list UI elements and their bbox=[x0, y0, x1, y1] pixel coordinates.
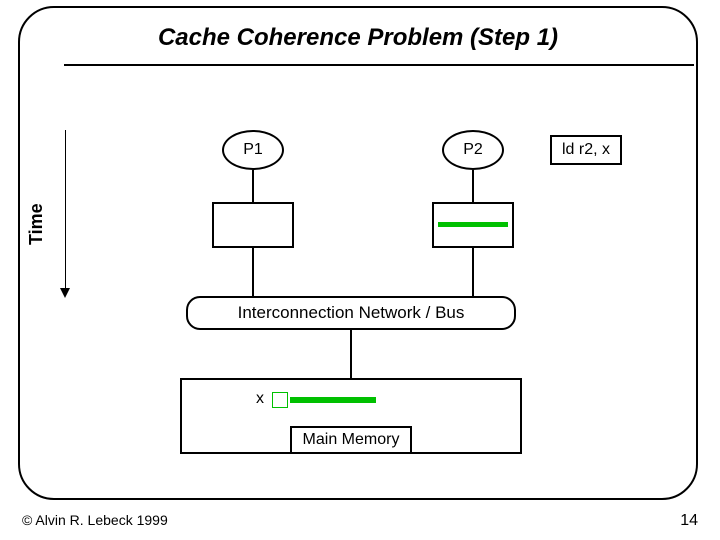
connector-p2-to-cache bbox=[472, 170, 474, 202]
connector-cache2-to-bus bbox=[472, 248, 474, 296]
instruction-box: ld r2, x bbox=[550, 135, 622, 165]
connector-p1-to-cache bbox=[252, 170, 254, 202]
processor-p2: P2 bbox=[442, 130, 504, 170]
connector-cache1-to-bus bbox=[252, 248, 254, 296]
interconnection-bus: Interconnection Network / Bus bbox=[186, 296, 516, 330]
memory-var-x-marker bbox=[272, 392, 288, 408]
bus-label: Interconnection Network / Bus bbox=[238, 303, 465, 323]
main-memory-label-box: Main Memory bbox=[290, 426, 412, 454]
time-axis-line bbox=[65, 130, 66, 290]
processor-p2-label: P2 bbox=[463, 141, 483, 159]
time-axis-arrowhead bbox=[60, 288, 70, 298]
title-rule bbox=[64, 64, 694, 66]
instruction-text: ld r2, x bbox=[562, 141, 610, 158]
cache-p1 bbox=[212, 202, 294, 248]
processor-p1: P1 bbox=[222, 130, 284, 170]
cache-p2-data-bar bbox=[438, 222, 508, 227]
memory-var-x-label: x bbox=[256, 390, 264, 408]
connector-bus-to-memory bbox=[350, 330, 352, 378]
processor-p1-label: P1 bbox=[243, 141, 263, 159]
footer-copyright: © Alvin R. Lebeck 1999 bbox=[22, 512, 168, 528]
footer-page-number: 14 bbox=[680, 512, 698, 530]
slide-title: Cache Coherence Problem (Step 1) bbox=[20, 24, 696, 52]
time-axis-label: Time bbox=[26, 203, 47, 245]
main-memory-label: Main Memory bbox=[303, 431, 400, 449]
memory-data-bar bbox=[290, 397, 376, 403]
